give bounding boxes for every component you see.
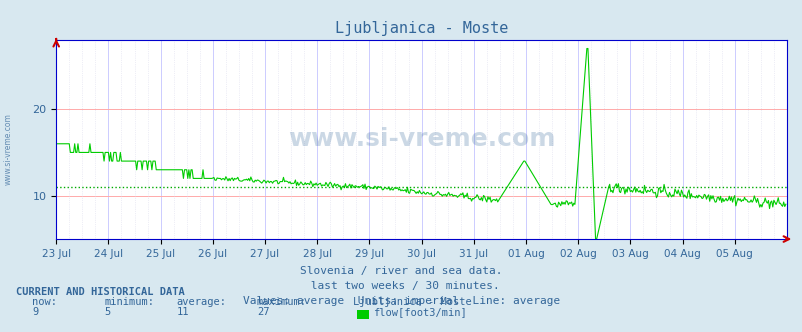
Text: minimum:: minimum: — [104, 297, 154, 307]
Text: www.si-vreme.com: www.si-vreme.com — [287, 127, 555, 151]
Text: 27: 27 — [257, 307, 269, 317]
Text: 9: 9 — [32, 307, 38, 317]
Title: Ljubljanica - Moste: Ljubljanica - Moste — [334, 21, 508, 36]
Text: Ljubljanica - Moste: Ljubljanica - Moste — [353, 297, 472, 307]
Text: CURRENT AND HISTORICAL DATA: CURRENT AND HISTORICAL DATA — [16, 288, 184, 297]
Text: last two weeks / 30 minutes.: last two weeks / 30 minutes. — [303, 281, 499, 291]
Text: flow[foot3/min]: flow[foot3/min] — [373, 307, 467, 317]
Text: now:: now: — [32, 297, 57, 307]
Text: average:: average: — [176, 297, 226, 307]
Text: 11: 11 — [176, 307, 189, 317]
Text: 5: 5 — [104, 307, 111, 317]
Text: Slovenia / river and sea data.: Slovenia / river and sea data. — [300, 266, 502, 276]
Text: Values: average  Units: imperial  Line: average: Values: average Units: imperial Line: av… — [242, 296, 560, 306]
Text: www.si-vreme.com: www.si-vreme.com — [4, 114, 13, 185]
Text: maximum:: maximum: — [257, 297, 306, 307]
